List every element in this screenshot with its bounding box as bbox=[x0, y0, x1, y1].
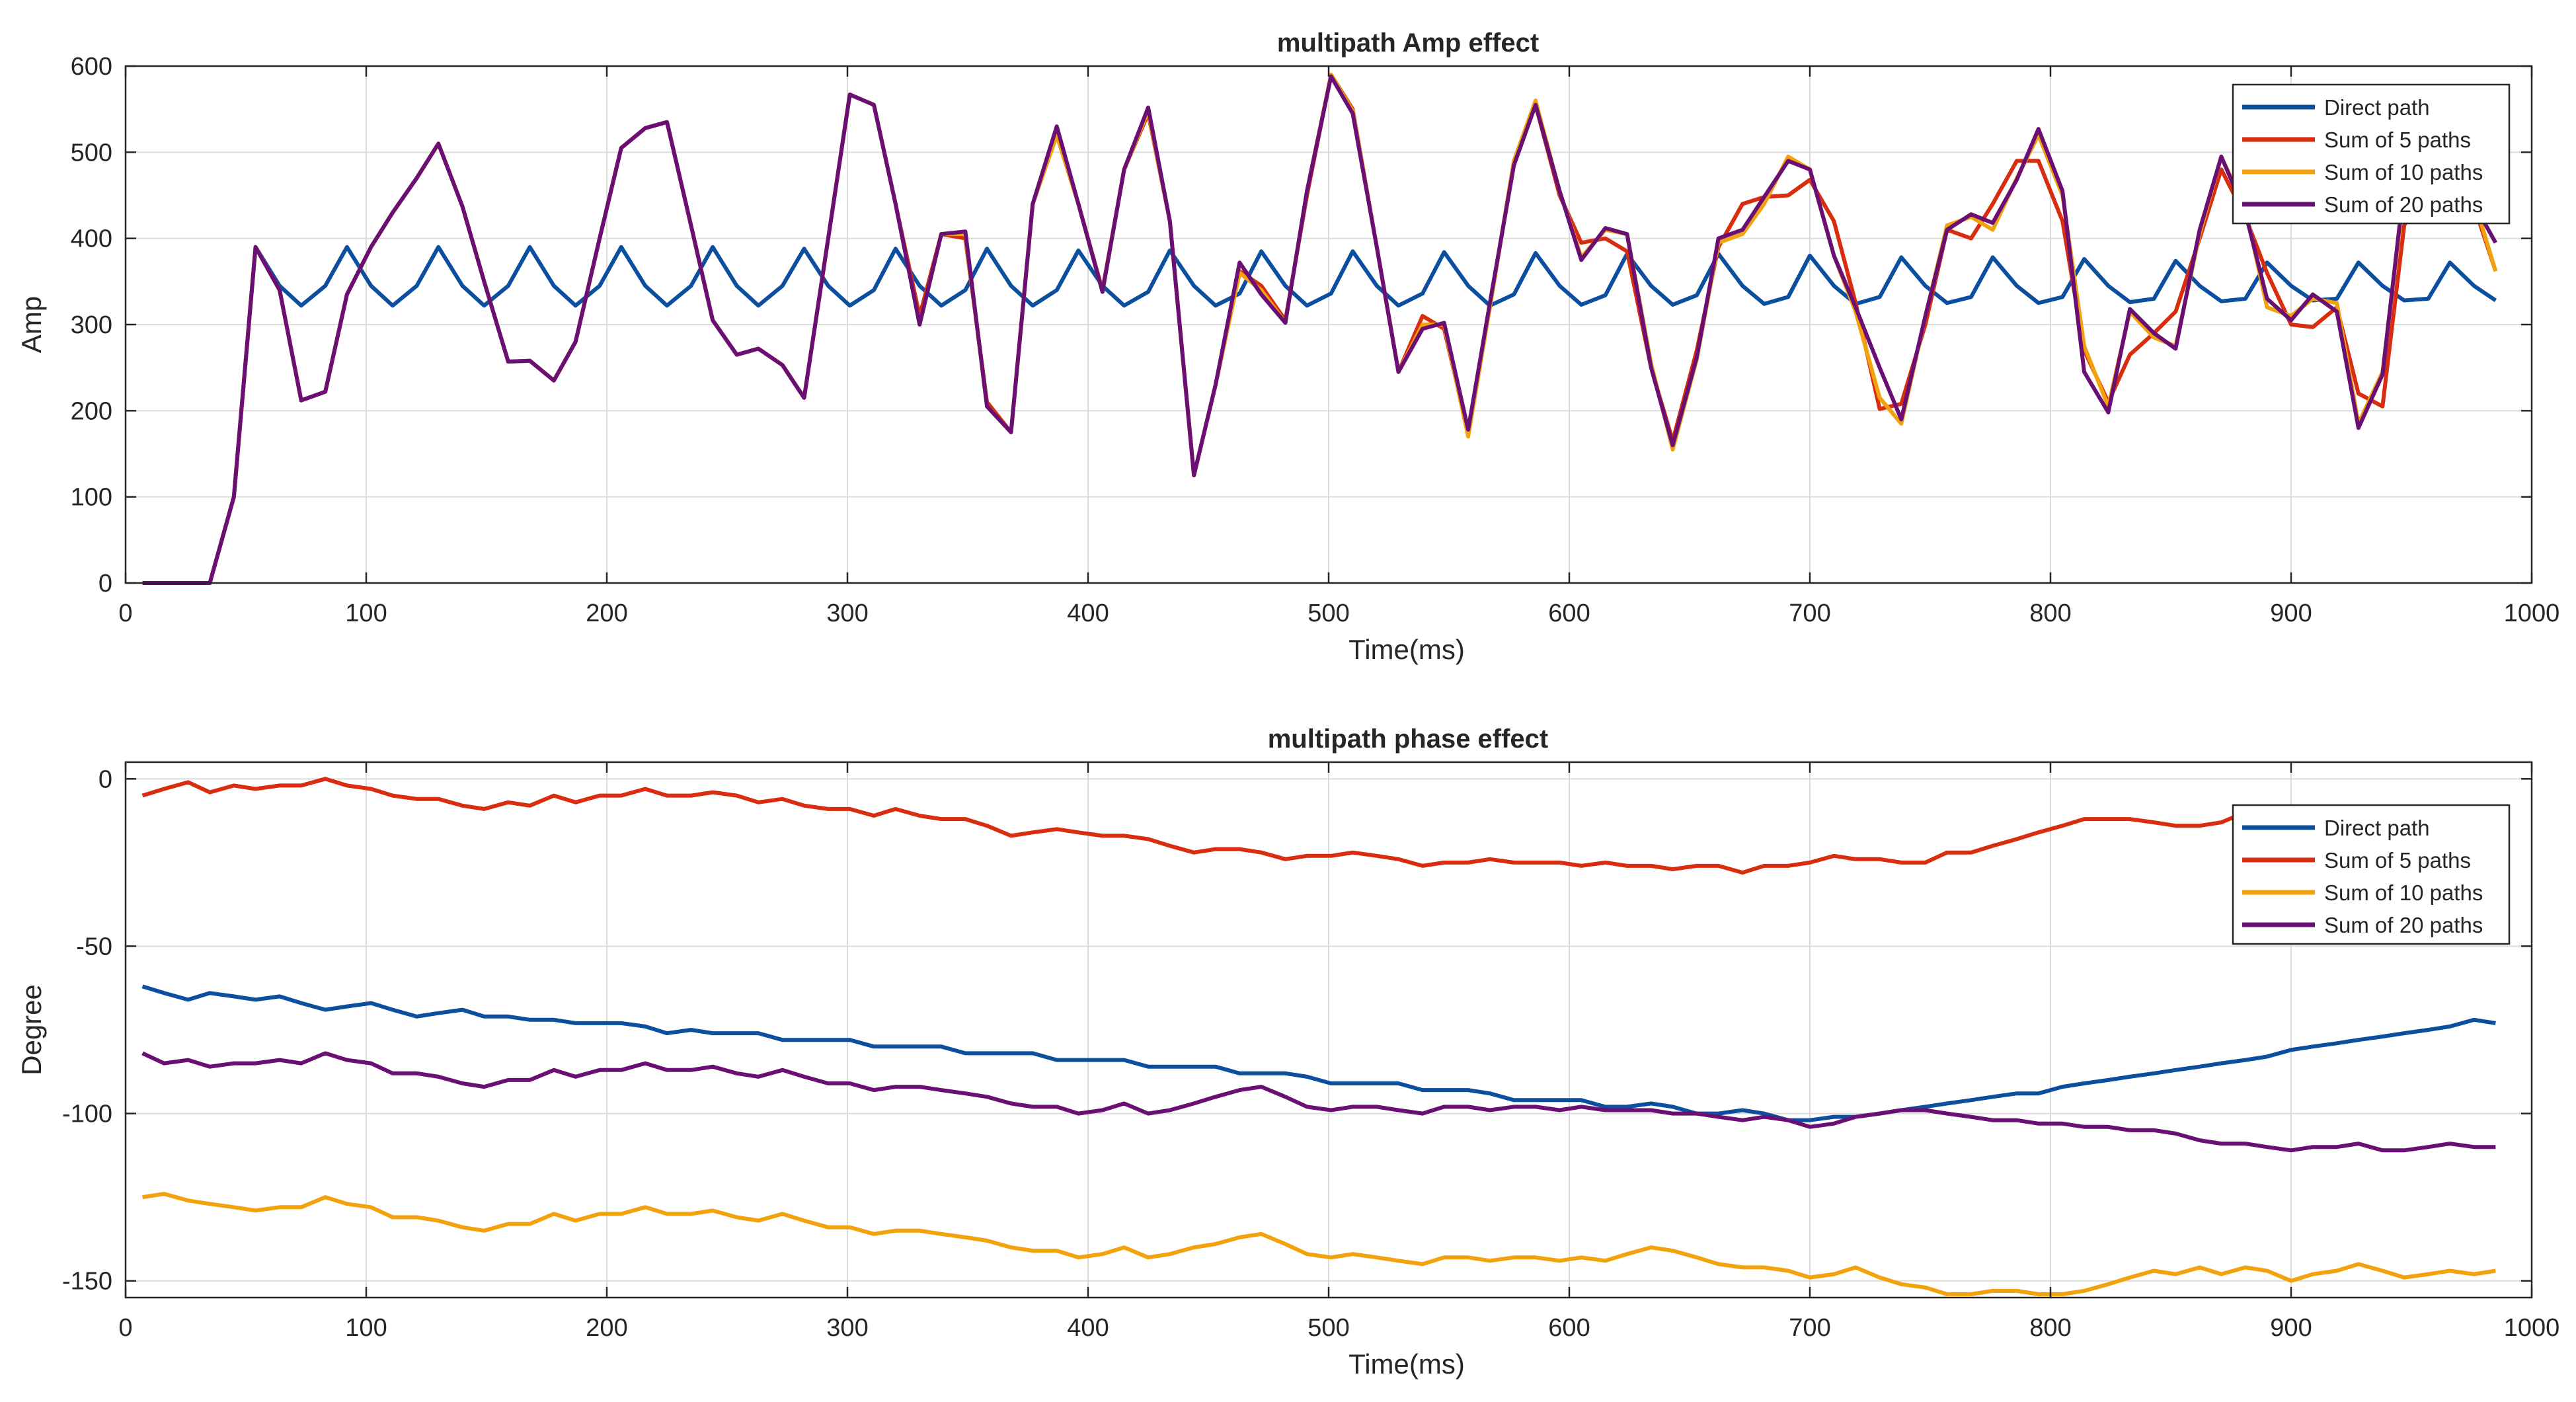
x-tick-label: 200 bbox=[586, 1314, 627, 1342]
series-line-direct-path bbox=[141, 984, 2496, 1122]
y-tick-label: -100 bbox=[62, 1101, 112, 1128]
y-tick-label: 400 bbox=[71, 225, 112, 253]
legend: Direct path Sum of 5 paths Sum of 10 paths… bbox=[2232, 83, 2511, 225]
y-tick-label: 0 bbox=[98, 570, 112, 598]
x-axis-label: Time(ms) bbox=[1348, 1348, 1465, 1380]
y-axis-label: Degree bbox=[16, 984, 47, 1075]
x-tick-label: 500 bbox=[1308, 600, 1349, 627]
x-tick-label: 900 bbox=[2270, 1314, 2312, 1342]
legend-entry-label: Sum of 10 paths bbox=[2324, 160, 2483, 184]
legend-entry-label: Sum of 20 paths bbox=[2324, 192, 2483, 217]
chart-title: multipath Amp effect bbox=[1277, 28, 1539, 58]
x-tick-label: 0 bbox=[118, 600, 132, 627]
chart-panel-2: 0 100 200 300 400 500 600 700 800 900 1000 -150 -100… bbox=[16, 724, 2559, 1380]
chart-panel-1: 0 100 200 300 400 500 600 700 800 900 1000 0 100 200 3… bbox=[16, 28, 2559, 665]
series-line-sum-of-5-paths bbox=[141, 777, 2496, 875]
x-tick-label: 600 bbox=[1548, 600, 1590, 627]
x-tick-label: 400 bbox=[1067, 600, 1109, 627]
legend: Direct path Sum of 5 paths Sum of 10 paths… bbox=[2232, 804, 2511, 945]
x-axis-label: Time(ms) bbox=[1348, 634, 1465, 665]
series-line-direct-path bbox=[142, 245, 2497, 585]
x-tick-label: 900 bbox=[2270, 600, 2312, 627]
x-tick-label: 100 bbox=[345, 600, 387, 627]
legend-entry-label: Direct path bbox=[2324, 95, 2430, 120]
x-tick-label: 700 bbox=[1789, 1314, 1830, 1342]
y-tick-label: 500 bbox=[71, 139, 112, 167]
x-tick-label: 1000 bbox=[2504, 1314, 2560, 1342]
x-tick-label: 1000 bbox=[2504, 600, 2560, 627]
y-tick-label: 100 bbox=[71, 484, 112, 512]
legend-entry-label: Sum of 20 paths bbox=[2324, 913, 2483, 937]
y-tick-label: -150 bbox=[62, 1268, 112, 1296]
x-tick-label: 300 bbox=[826, 1314, 868, 1342]
y-tick-label: 0 bbox=[98, 765, 112, 793]
chart-title: multipath phase effect bbox=[1268, 724, 1549, 754]
series-line-sum-of-10-paths bbox=[142, 1192, 2496, 1296]
legend-entry-label: Sum of 5 paths bbox=[2324, 848, 2471, 873]
legend-entry-label: Sum of 5 paths bbox=[2324, 128, 2471, 152]
x-tick-label: 200 bbox=[586, 600, 627, 627]
y-tick-label: 600 bbox=[71, 53, 112, 81]
chart-panels: 0 100 200 300 400 500 600 700 800 900 100001002003… bbox=[16, 28, 2559, 1380]
y-tick-label: 300 bbox=[71, 311, 112, 339]
legend-entry-label: Direct path bbox=[2324, 816, 2430, 840]
y-tick-label: -50 bbox=[76, 933, 112, 960]
x-tick-label: 800 bbox=[2029, 600, 2071, 627]
x-tick-label: 300 bbox=[826, 600, 868, 627]
x-tick-label: 800 bbox=[2029, 1314, 2071, 1342]
series-line-sum-of-20-paths bbox=[142, 74, 2498, 585]
x-tick-label: 500 bbox=[1308, 1314, 1349, 1342]
x-tick-label: 700 bbox=[1789, 600, 1830, 627]
y-tick-label: 200 bbox=[71, 397, 112, 425]
x-tick-label: 100 bbox=[345, 1314, 387, 1342]
x-tick-label: 0 bbox=[118, 1314, 132, 1342]
legend-entry-label: Sum of 10 paths bbox=[2324, 880, 2483, 905]
x-tick-label: 400 bbox=[1067, 1314, 1109, 1342]
y-axis-label: Amp bbox=[16, 296, 47, 353]
x-tick-label: 600 bbox=[1548, 1314, 1590, 1342]
series-line-sum-of-20-paths bbox=[141, 1051, 2496, 1153]
